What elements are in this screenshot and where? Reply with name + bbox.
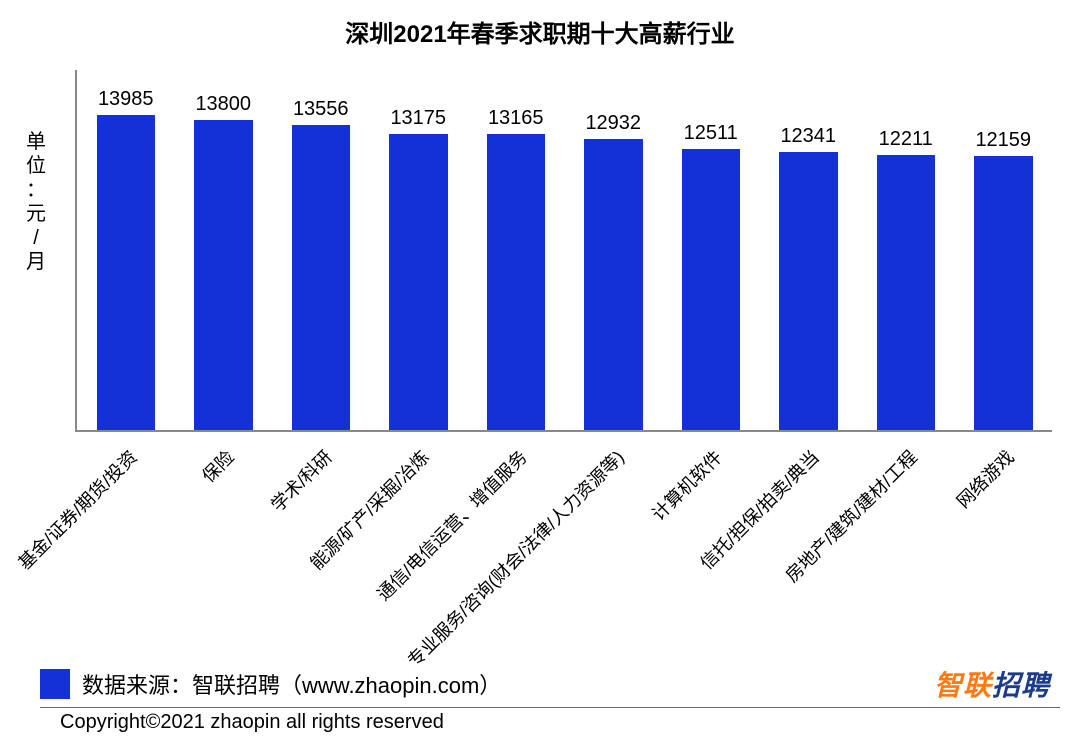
x-label-slot: 网络游戏 <box>953 436 1051 656</box>
bar <box>974 156 1033 430</box>
bar <box>97 115 156 430</box>
x-label-slot: 房地产/建筑/建材/工程 <box>855 436 953 656</box>
bar <box>194 120 253 431</box>
bar <box>779 152 838 430</box>
bar-slot: 13800 <box>175 70 273 430</box>
chart-title: 深圳2021年春季求职期十大高薪行业 <box>0 14 1080 49</box>
bar-slot: 12211 <box>857 70 955 430</box>
footer-source: 数据来源：智联招聘（www.zhaopin.com） <box>40 668 501 700</box>
brand-part-2: 招聘 <box>992 670 1050 701</box>
plot-area: 1398513800135561317513165129321251112341… <box>75 70 1052 432</box>
bar-slot: 13556 <box>272 70 370 430</box>
x-axis-label: 网络游戏 <box>950 444 1019 513</box>
bar-slot: 13985 <box>77 70 175 430</box>
x-axis-label: 基金/证券/期货/投资 <box>11 444 142 575</box>
chart-container: 深圳2021年春季求职期十大高薪行业 单位：元/月 13985138001355… <box>0 0 1080 748</box>
bars-group: 1398513800135561317513165129321251112341… <box>77 70 1052 430</box>
bar-value-label: 12932 <box>565 112 663 135</box>
bar <box>682 149 741 430</box>
bar-value-label: 13800 <box>175 93 273 116</box>
x-axis-label: 学术/科研 <box>264 444 337 517</box>
legend-square-icon <box>40 669 70 699</box>
x-label-slot: 专业服务/咨询(财会/法律/人力资源等) <box>563 436 661 656</box>
x-label-slot: 保险 <box>173 436 271 656</box>
bar-slot: 13175 <box>370 70 468 430</box>
bar-slot: 12511 <box>662 70 760 430</box>
y-axis-label: 单位：元/月 <box>26 130 46 274</box>
bar-slot: 12159 <box>955 70 1053 430</box>
bar-value-label: 13985 <box>77 88 175 111</box>
bar-value-label: 12159 <box>955 129 1053 152</box>
copyright-text: Copyright©2021 zhaopin all rights reserv… <box>60 711 444 734</box>
x-axis-label: 保险 <box>196 444 240 488</box>
x-label-slot: 基金/证券/期货/投资 <box>75 436 173 656</box>
bar <box>389 134 448 430</box>
bar-slot: 13165 <box>467 70 565 430</box>
x-axis-labels: 基金/证券/期货/投资保险学术/科研能源/矿产/采掘/冶炼通信/电信运营、增值服… <box>75 436 1050 656</box>
bar <box>877 155 936 430</box>
bar-value-label: 12341 <box>760 125 858 148</box>
bar-slot: 12932 <box>565 70 663 430</box>
bar-value-label: 13165 <box>467 107 565 130</box>
bar <box>487 134 546 430</box>
bar-value-label: 12511 <box>662 122 760 145</box>
footer-divider <box>40 707 1060 708</box>
bar <box>584 139 643 430</box>
bar <box>292 125 351 430</box>
bar-value-label: 13175 <box>370 107 468 130</box>
brand-part-1: 智联 <box>934 670 992 701</box>
bar-value-label: 12211 <box>857 128 955 151</box>
brand-logo: 智联招聘 <box>934 664 1050 704</box>
source-text: 数据来源：智联招聘（www.zhaopin.com） <box>82 668 501 700</box>
bar-slot: 12341 <box>760 70 858 430</box>
bar-value-label: 13556 <box>272 98 370 121</box>
